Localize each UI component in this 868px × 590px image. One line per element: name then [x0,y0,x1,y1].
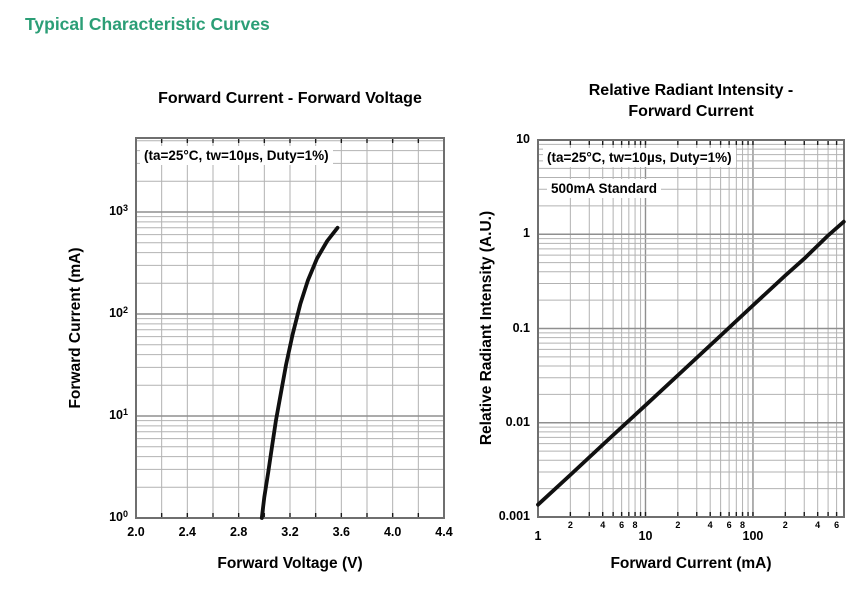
x-tick-label: 4.4 [435,525,453,539]
test-conditions-annotation: (ta=25°C, tw=10µs, Duty=1%) [543,148,736,167]
y-tick-label: 101 [109,407,128,422]
chart-title: Forward Current - Forward Voltage [120,88,460,109]
chart-title-line: Forward Current - Forward Voltage [158,90,422,107]
chart-title: Relative Radiant Intensity - Forward Cur… [528,80,854,122]
y-tick-label: 10 [516,132,530,146]
x-minor-tick-label: 2 [675,520,681,530]
y-tick-label: 102 [109,305,128,320]
x-minor-tick-label: 8 [740,520,746,530]
y-tick-label: 100 [109,509,128,524]
x-tick-label: 100 [742,529,764,543]
x-tick-label: 3.2 [281,525,299,539]
page-title: Typical Characteristic Curves [25,14,270,34]
relative-radiant-intensity-vs-current-curve [536,219,846,507]
x-minor-tick-label: 8 [632,520,638,530]
chart-title-line: Relative Radiant Intensity - [588,82,794,99]
y-tick-label: 0.01 [505,414,530,429]
standard-current-annotation: 500mA Standard [547,179,662,198]
y-tick-label: 1 [523,226,530,241]
x-axis-title: Forward Current (mA) [610,555,772,572]
x-tick-label: 2.0 [127,525,145,539]
x-axis-title: Forward Voltage (V) [217,555,363,572]
x-minor-tick-label: 6 [726,520,732,530]
y-tick-label: 103 [109,203,128,218]
x-minor-tick-label: 4 [707,520,713,530]
forward-current-vs-voltage-curve [259,225,340,520]
x-minor-tick-label: 6 [619,520,625,530]
x-minor-tick-label: 2 [782,520,788,530]
x-minor-tick-label: 4 [600,520,606,530]
x-minor-tick-label: 6 [834,520,840,530]
x-tick-label: 2.8 [229,525,248,539]
x-minor-tick-label: 4 [815,520,821,530]
chart-title-line: Forward Current [628,103,754,120]
test-conditions-annotation: (ta=25°C, tw=10µs, Duty=1%) [140,146,333,165]
x-tick-label: 3.6 [332,525,351,539]
x-tick-label: 1 [534,529,542,543]
y-axis-title: Forward Current (mA) [67,247,84,409]
y-tick-label: 0.001 [498,509,530,523]
x-minor-tick-label: 2 [567,520,573,530]
y-tick-label: 0.1 [512,320,530,335]
x-tick-label: 10 [638,529,653,543]
plot-border [135,137,445,519]
x-tick-label: 4.0 [383,525,402,539]
plot-border [537,139,845,518]
x-tick-label: 2.4 [178,525,197,539]
